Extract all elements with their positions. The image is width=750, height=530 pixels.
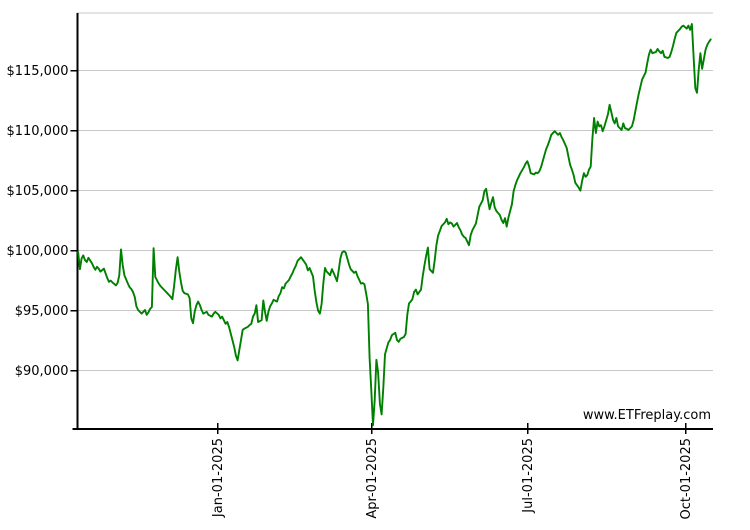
y-tick-label: $115,000 — [6, 64, 68, 79]
x-tick-label: Oct-01-2025 — [679, 438, 694, 520]
x-tick-label: Jan-01-2025 — [211, 438, 226, 518]
x-tick-label: Jul-01-2025 — [521, 438, 536, 514]
y-tick-label: $110,000 — [6, 124, 68, 139]
x-tick-label: Apr-01-2025 — [365, 438, 380, 519]
price-line — [77, 23, 712, 427]
y-tick-label: $90,000 — [15, 364, 69, 379]
watermark-text: www.ETFreplay.com — [583, 408, 711, 423]
y-tick-label: $100,000 — [6, 244, 68, 259]
y-tick-label: $95,000 — [15, 304, 69, 319]
y-tick-label: $105,000 — [6, 184, 68, 199]
